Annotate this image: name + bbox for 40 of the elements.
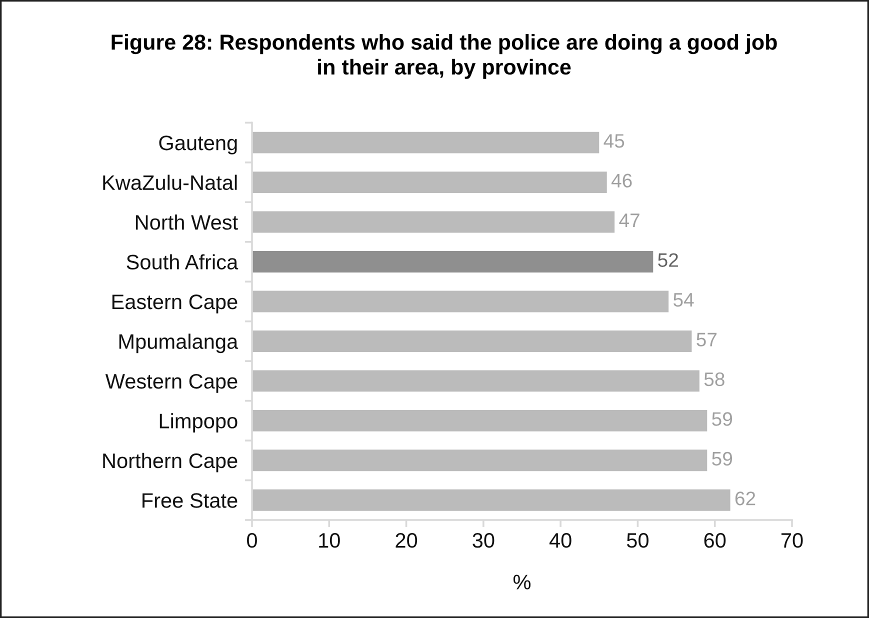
bar xyxy=(252,251,654,272)
x-tick-label: 60 xyxy=(704,533,726,548)
x-tick-label: 70 xyxy=(781,533,803,548)
y-tick-label: Northern Cape xyxy=(103,452,238,472)
x-tick-label: 40 xyxy=(549,533,572,548)
bar xyxy=(252,330,692,352)
y-tick-label: South Africa xyxy=(126,254,238,270)
bar xyxy=(252,450,708,472)
y-tick-label: Western Cape xyxy=(105,374,238,393)
data-label: 54 xyxy=(674,293,694,307)
bar xyxy=(252,410,708,432)
y-tick-label: KwaZulu-Natal xyxy=(103,174,237,190)
y-tick-label: Limpopo xyxy=(160,413,238,433)
bar xyxy=(252,211,615,233)
chart-title: Figure 28: Respondents who said the police are doing a good job in their area, by province xyxy=(112,34,777,79)
x-tick-label: 50 xyxy=(626,533,648,548)
data-label: 59 xyxy=(712,412,732,426)
x-tick-label: 20 xyxy=(396,533,418,548)
data-label: 58 xyxy=(704,372,724,386)
bar xyxy=(252,172,607,194)
x-tick-label: 30 xyxy=(472,533,494,548)
y-tick-label: Gauteng xyxy=(159,136,237,154)
bar xyxy=(252,489,730,511)
data-label: 59 xyxy=(712,452,732,466)
x-tick-label: 10 xyxy=(319,533,340,548)
data-label: 57 xyxy=(696,332,717,346)
bar xyxy=(252,290,669,312)
y-tick-label: Eastern Cape xyxy=(112,294,238,314)
data-label: 52 xyxy=(658,253,678,267)
bar xyxy=(252,370,700,392)
data-label: 62 xyxy=(735,492,756,506)
y-tick-label: Mpumalanga xyxy=(119,334,238,354)
data-label: 45 xyxy=(604,134,624,148)
x-tick-label: 0 xyxy=(247,533,257,548)
x-axis-title: % xyxy=(513,574,531,590)
data-label: 46 xyxy=(611,174,632,188)
y-tick-label: Free State xyxy=(142,493,238,508)
y-tick-label: North West xyxy=(136,214,238,230)
bar xyxy=(252,132,600,154)
data-label: 47 xyxy=(619,214,640,228)
